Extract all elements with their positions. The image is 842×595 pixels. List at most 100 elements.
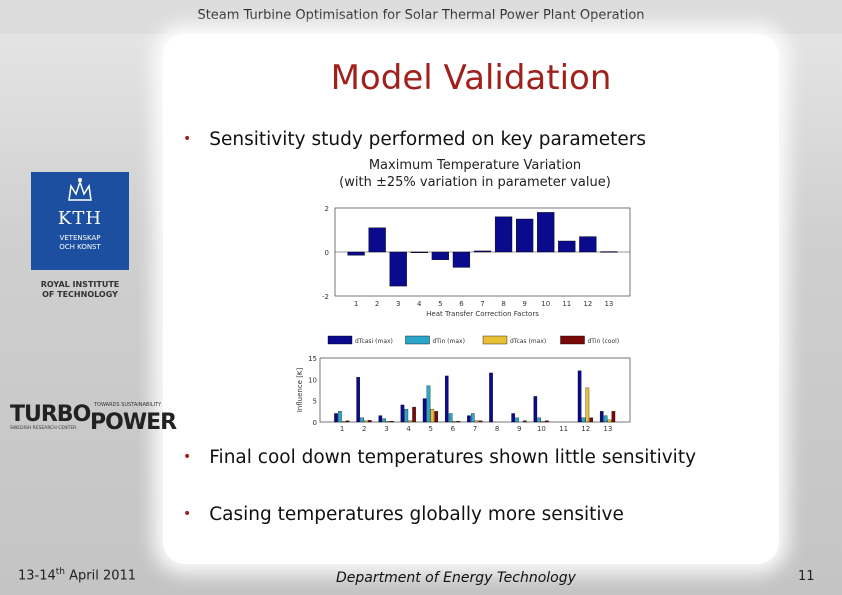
chart-title-line1: Maximum Temperature Variation (368, 158, 582, 173)
bar (478, 420, 483, 423)
x-tick-label: 7 (473, 425, 477, 433)
x-tick-label: 9 (517, 425, 521, 433)
bar (456, 420, 461, 423)
x-tick-label: 3 (396, 300, 400, 308)
x-tick-label: 5 (428, 425, 432, 433)
bar (404, 409, 409, 423)
x-tick-label: 11 (559, 425, 568, 433)
bar (541, 420, 545, 423)
bar (368, 227, 386, 253)
legend-label: dTin (cool) (588, 338, 620, 345)
bar (473, 250, 492, 253)
x-tick-label: 8 (501, 300, 505, 308)
bar (537, 212, 555, 253)
bar (599, 411, 604, 423)
header-title: Steam Turbine Optimisation for Solar The… (197, 8, 645, 23)
influence-grouped-bar-chart: dTcasi (max) dTin (max) dTcas (max) dTin (c… (296, 335, 631, 433)
bullet-2-text: Final cool down temperatures shown littl… (209, 447, 697, 468)
bar (523, 420, 527, 423)
kth-caption-line2: OF TECHNOLOGY (42, 290, 118, 299)
bar (516, 218, 534, 253)
footer-department: Department of Energy Technology (336, 570, 576, 586)
legend-swatch (327, 335, 353, 345)
x-tick-label: 10 (537, 425, 546, 433)
bar (511, 413, 515, 423)
bar (360, 417, 364, 423)
kth-mark: KTH (57, 208, 103, 229)
kth-logo: KTH VETENSKAP OCH KONST (31, 172, 129, 270)
footer-date-suffix: April 2011 (65, 568, 137, 584)
x-tick-label: 8 (495, 425, 499, 433)
bar (611, 411, 616, 423)
kth-caption: ROYAL INSTITUTE OF TECHNOLOGY (20, 280, 140, 300)
x-tick-label: 11 (562, 300, 571, 308)
legend-label: dTcasi (max) (355, 338, 393, 345)
bullet-3-text: Casing temperatures globally more sensit… (209, 504, 624, 525)
bar (494, 216, 513, 253)
bar (347, 251, 365, 256)
bar (345, 420, 350, 423)
x-tick-label: 6 (459, 300, 464, 308)
y-axis-label: Influence [K] (296, 367, 304, 412)
y-tick-label: 0 (325, 249, 329, 257)
bar (600, 251, 618, 253)
legend-swatch (405, 335, 430, 345)
x-axis-label: Heat Transfer Correction Factors (426, 310, 539, 318)
bar (537, 417, 541, 423)
bar (430, 409, 435, 423)
x-tick-label: 2 (375, 300, 379, 308)
x-tick-label: 3 (384, 425, 388, 433)
bullet-dot-icon: • (183, 506, 192, 522)
bar (607, 419, 612, 423)
y-tick-label: -2 (322, 293, 329, 301)
bar (545, 420, 549, 423)
turbo-sub: SWEDISH RESEARCH CENTER (10, 426, 77, 431)
bar (452, 251, 471, 268)
bar (431, 251, 449, 260)
y-tick-label: 0 (313, 419, 317, 427)
x-tick-label: 1 (354, 300, 358, 308)
bar (581, 417, 586, 423)
x-tick-label: 12 (581, 425, 590, 433)
bar (400, 404, 405, 423)
y-tick-label: 5 (313, 398, 317, 406)
legend-swatch (560, 335, 585, 345)
turbopower-logo: TURBO TOWARDS SUSTAINABILITY POWER SWEDI… (10, 402, 177, 435)
bar (585, 387, 590, 423)
bar (408, 420, 413, 423)
bar (386, 420, 390, 423)
page-number: 11 (798, 569, 815, 584)
bar (390, 420, 394, 423)
power-text: POWER (90, 410, 177, 435)
x-tick-label: 7 (480, 300, 484, 308)
bar (579, 236, 597, 253)
footer-date-prefix: 13-14 (18, 568, 56, 584)
y-tick-label: 10 (308, 376, 317, 384)
content-panel (163, 34, 779, 564)
bar (589, 417, 594, 423)
plot-frame (319, 357, 631, 423)
bullet-dot-icon: • (183, 131, 192, 147)
bar (356, 377, 360, 423)
bar (448, 413, 453, 423)
bar (603, 415, 608, 423)
turbo-tag: TOWARDS SUSTAINABILITY (94, 402, 162, 408)
bar (577, 370, 582, 423)
kth-caption-line1: ROYAL INSTITUTE (40, 280, 120, 289)
bar (467, 415, 471, 423)
footer-date-sup: th (55, 567, 66, 577)
x-tick-label: 6 (451, 425, 456, 433)
bar (412, 406, 416, 423)
x-tick-label: 5 (438, 300, 442, 308)
x-tick-label: 12 (583, 300, 592, 308)
legend-label: dTin (max) (433, 338, 465, 345)
bar (368, 420, 372, 423)
x-tick-label: 1 (340, 425, 344, 433)
footer-date: 13-14th April 2011 (18, 567, 136, 583)
x-tick-label: 9 (522, 300, 526, 308)
x-tick-label: 10 (541, 300, 550, 308)
kth-sub: VETENSKAP OCH KONST (59, 234, 101, 251)
bullet-3: • Casing temperatures globally more sensi… (183, 504, 624, 525)
bullet-1: • Sensitivity study performed on key para… (183, 129, 646, 150)
